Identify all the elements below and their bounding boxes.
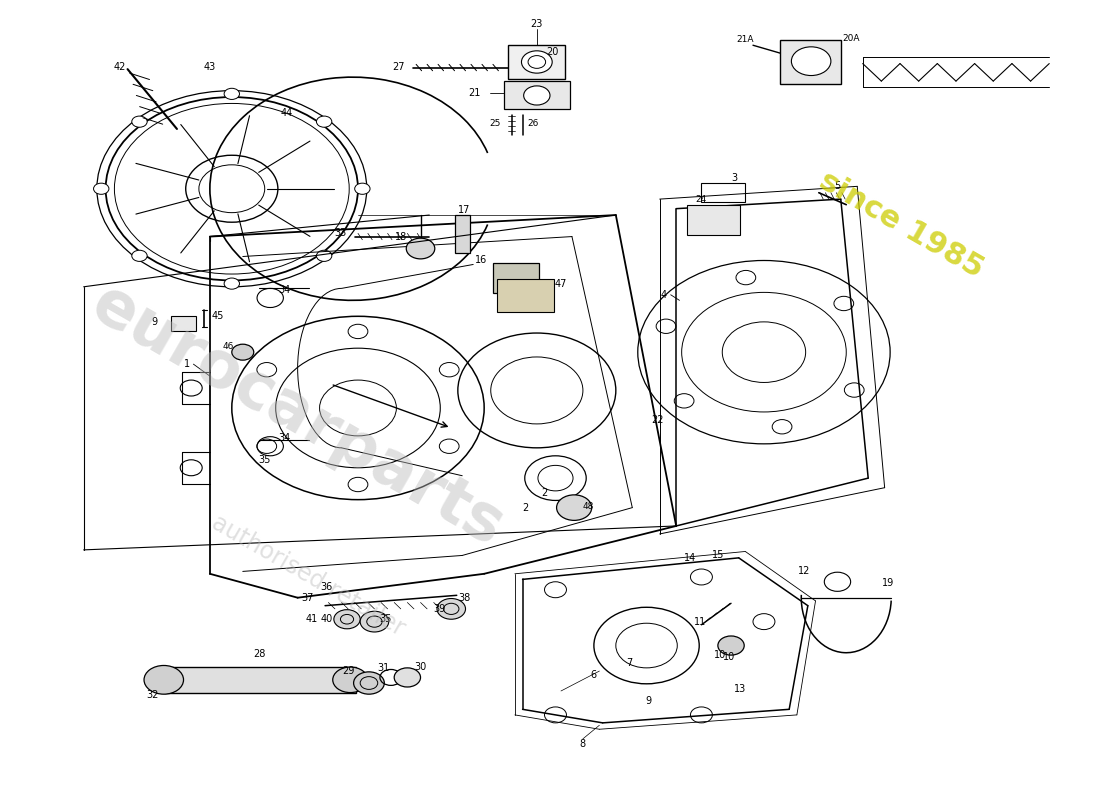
Text: 14: 14 (684, 553, 696, 563)
Text: 23: 23 (530, 18, 543, 29)
Circle shape (360, 611, 388, 632)
Circle shape (333, 610, 360, 629)
Text: 18: 18 (395, 231, 407, 242)
Text: 19: 19 (882, 578, 894, 588)
Text: 34: 34 (278, 285, 290, 295)
Text: 38: 38 (459, 593, 471, 602)
Bar (702, 183, 746, 202)
Text: 5: 5 (834, 182, 840, 191)
Bar (454, 215, 470, 254)
Circle shape (232, 344, 254, 360)
Text: 1: 1 (184, 359, 190, 369)
Text: 2: 2 (522, 503, 529, 514)
Circle shape (332, 667, 367, 693)
Bar (780, 40, 840, 83)
Bar (508, 46, 565, 78)
Text: 34: 34 (278, 434, 290, 443)
Text: 39: 39 (433, 604, 446, 614)
Text: authorised retailer: authorised retailer (208, 510, 409, 641)
Circle shape (132, 250, 147, 262)
Text: 15: 15 (712, 550, 724, 561)
Bar (164, 667, 355, 693)
Text: 40: 40 (320, 614, 332, 624)
Text: 36: 36 (320, 582, 332, 592)
Circle shape (317, 250, 332, 262)
Text: 21: 21 (469, 88, 481, 98)
Text: 27: 27 (393, 62, 405, 72)
Text: 46: 46 (223, 342, 234, 351)
Circle shape (557, 495, 592, 520)
Text: 2: 2 (541, 488, 548, 498)
Text: 43: 43 (204, 62, 216, 72)
Bar (497, 279, 554, 312)
Text: 7: 7 (626, 658, 632, 668)
Text: 20A: 20A (842, 34, 859, 42)
Text: 12: 12 (799, 566, 811, 577)
Text: 41: 41 (305, 614, 318, 624)
Text: 9: 9 (151, 317, 157, 327)
Bar (688, 205, 740, 235)
Text: 33: 33 (334, 227, 346, 238)
Text: 11: 11 (694, 617, 706, 626)
Bar (504, 81, 570, 109)
Text: 29: 29 (342, 666, 354, 676)
Text: 30: 30 (415, 662, 427, 672)
Text: 20: 20 (546, 47, 559, 58)
Text: 28: 28 (253, 649, 265, 658)
Text: 10: 10 (714, 650, 726, 660)
Text: 13: 13 (734, 683, 746, 694)
Text: 6: 6 (591, 670, 597, 680)
Circle shape (144, 666, 184, 694)
Circle shape (406, 238, 434, 259)
Text: 25: 25 (490, 119, 500, 128)
Text: 48: 48 (583, 502, 594, 511)
Text: 31: 31 (377, 663, 389, 673)
Circle shape (224, 278, 240, 289)
Circle shape (437, 598, 465, 619)
Circle shape (132, 116, 147, 127)
Text: 44: 44 (280, 108, 293, 118)
Text: since 1985: since 1985 (814, 166, 989, 283)
Text: 17: 17 (459, 206, 471, 215)
Text: 10: 10 (723, 652, 735, 662)
Circle shape (353, 672, 384, 694)
Circle shape (521, 51, 552, 73)
Circle shape (317, 116, 332, 127)
Circle shape (224, 88, 240, 99)
Text: 37: 37 (301, 593, 315, 602)
Circle shape (791, 47, 830, 75)
Text: 45: 45 (211, 311, 223, 322)
Text: 4: 4 (660, 290, 667, 300)
Text: 42: 42 (113, 62, 127, 72)
Text: eurocarparts: eurocarparts (80, 273, 515, 559)
Bar (493, 263, 539, 293)
Text: 21A: 21A (737, 35, 755, 44)
Text: 24: 24 (696, 194, 707, 204)
Bar (172, 316, 196, 330)
Text: 3: 3 (732, 174, 737, 183)
Text: 9: 9 (646, 696, 652, 706)
Circle shape (94, 183, 109, 194)
Text: 35: 35 (258, 454, 271, 465)
Text: 8: 8 (580, 739, 586, 750)
Text: 35: 35 (379, 614, 392, 624)
Text: 16: 16 (475, 255, 487, 266)
Circle shape (718, 636, 745, 655)
Text: 22: 22 (651, 415, 663, 425)
Text: 26: 26 (528, 119, 539, 128)
Circle shape (394, 668, 420, 687)
Circle shape (824, 572, 850, 591)
Text: 47: 47 (554, 279, 568, 290)
Circle shape (354, 183, 370, 194)
Circle shape (524, 86, 550, 105)
Text: 32: 32 (146, 690, 160, 700)
